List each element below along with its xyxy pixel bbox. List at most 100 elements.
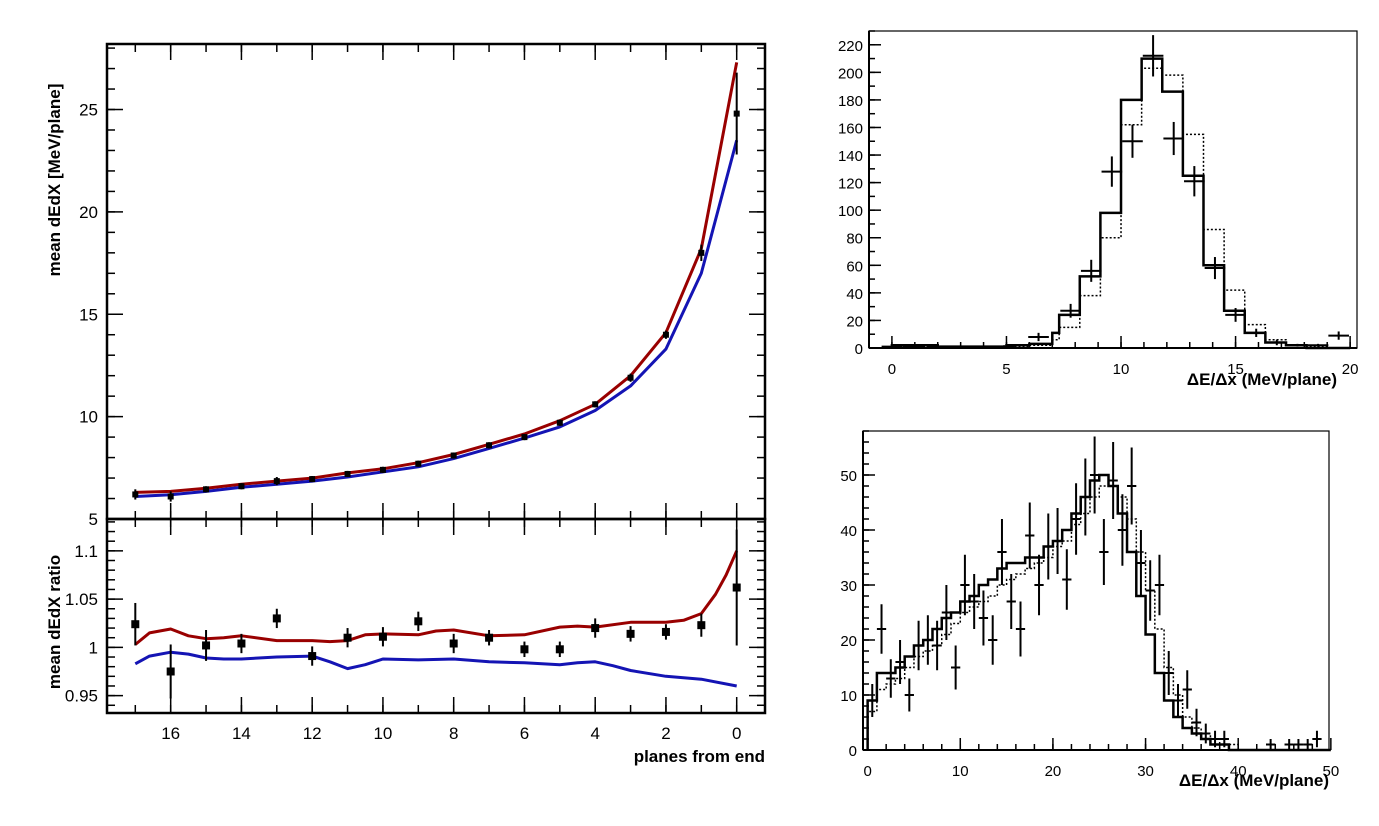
marker (272, 614, 281, 623)
x-tick-label: 12 (303, 724, 322, 743)
data-cross (960, 554, 970, 616)
x-tick-label: 16 (161, 724, 180, 743)
marker (661, 627, 670, 636)
data-point (556, 419, 563, 426)
data-cross (1191, 708, 1202, 737)
y-tick-label: 0 (855, 341, 863, 358)
data-cross (1154, 554, 1165, 616)
data-cross (969, 574, 979, 629)
x-tick-label: 50 (1323, 763, 1340, 780)
data-cross (1204, 257, 1226, 280)
data-cross (1043, 513, 1053, 580)
data-cross (1328, 331, 1349, 340)
data-cross (1284, 739, 1294, 750)
y-tick-label: 140 (838, 148, 863, 165)
marker (343, 633, 352, 642)
y-tick-label: 1.05 (65, 590, 98, 609)
ratio-point (449, 633, 458, 654)
ratio-curve-red (134, 550, 739, 646)
ratio-point (697, 613, 706, 637)
y-tick-label: 40 (846, 286, 863, 303)
data-cross (1184, 166, 1205, 197)
hist-solid (866, 473, 1331, 752)
marker (167, 493, 174, 500)
marker (344, 470, 351, 477)
data-cross (1015, 601, 1026, 657)
data-point (592, 401, 599, 408)
data-cross (1108, 442, 1118, 519)
x-axis-title: ΔE/Δx (MeV/plane) (1187, 370, 1337, 389)
y-tick-label: 0 (849, 743, 857, 760)
x-tick-label: 6 (520, 724, 529, 743)
data-cross (1219, 730, 1229, 748)
y-tick-label: 0.95 (65, 687, 98, 706)
marker (485, 633, 494, 642)
y-tick-label: 15 (79, 305, 98, 324)
data-cross (1173, 684, 1183, 717)
marker (626, 629, 635, 638)
x-tick-label: 0 (863, 763, 871, 780)
ratio-point (272, 608, 281, 629)
marker (449, 639, 458, 648)
data-cross (1122, 124, 1143, 158)
y-tick-label: 25 (79, 101, 98, 120)
marker (520, 645, 529, 654)
marker (697, 621, 706, 630)
x-tick-label: 14 (232, 724, 251, 743)
y-axis-title: mean dEdX ratio (45, 555, 64, 689)
hist-top-frame (868, 30, 1358, 349)
y-tick-label: 180 (838, 93, 863, 110)
marker (379, 466, 386, 473)
y-tick-label: 60 (846, 258, 863, 275)
curve-blue (135, 139, 739, 498)
data-cross (895, 640, 905, 684)
data-cross (1099, 519, 1109, 585)
data-point (627, 373, 634, 382)
x-tick-label: 8 (449, 724, 458, 743)
y-tick-label: 20 (840, 633, 857, 650)
data-cross (1080, 259, 1102, 282)
data-cross (1117, 494, 1128, 566)
y-axis-title: mean dEdX [MeV/plane] (45, 84, 64, 277)
marker (627, 374, 634, 381)
ratio-point (414, 611, 423, 631)
marker (203, 486, 210, 493)
y-tick-label: 5 (89, 510, 98, 529)
x-tick-label: 0 (888, 361, 896, 378)
marker (698, 249, 705, 256)
x-tick-label: 30 (1137, 763, 1154, 780)
x-tick-label: 10 (1113, 361, 1130, 378)
hist-dotted (866, 485, 1331, 751)
data-cross (886, 659, 896, 698)
x-tick-label: 20 (1045, 763, 1062, 780)
marker (131, 620, 140, 629)
y-tick-label: 80 (846, 231, 863, 248)
ratio-curve-blue (134, 650, 737, 688)
ratio-point (661, 624, 670, 640)
ratio-point (555, 641, 564, 658)
marker (450, 452, 457, 459)
data-cross (988, 615, 998, 665)
y-tick-label: 50 (840, 468, 857, 485)
y-tick-label: 220 (838, 38, 863, 55)
data-point (698, 244, 705, 262)
data-point (273, 477, 280, 486)
data-cross (1025, 502, 1035, 569)
data-cross (1307, 343, 1329, 347)
data-cross (1062, 549, 1072, 610)
data-cross (997, 519, 1007, 585)
marker (521, 434, 528, 441)
y-tick-label: 30 (840, 578, 857, 595)
data-cross (923, 615, 933, 665)
data-cross (1028, 332, 1049, 342)
x-tick-label: 10 (373, 724, 392, 743)
data-point (450, 452, 457, 459)
ratio-point (520, 641, 529, 658)
x-tick-label: 2 (661, 724, 670, 743)
data-cross (978, 590, 989, 646)
data-cross (1225, 308, 1246, 322)
ratio-point (166, 644, 175, 699)
hist-solid (890, 57, 1351, 350)
data-point (203, 486, 210, 493)
ratio-plot-frame (105, 517, 767, 715)
